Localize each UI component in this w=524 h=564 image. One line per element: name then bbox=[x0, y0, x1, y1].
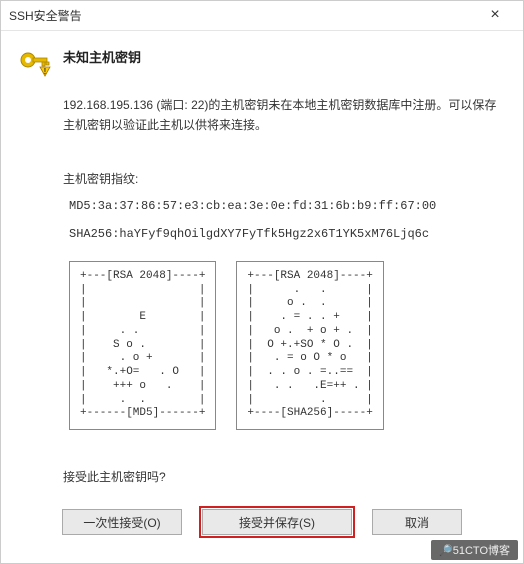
cancel-button[interactable]: 取消 bbox=[372, 509, 462, 535]
svg-text:!: ! bbox=[44, 67, 47, 76]
fingerprint-label: 主机密钥指纹: bbox=[63, 170, 507, 187]
ascii-art-rsa: +---[RSA 2048]----+ | | | | | E | | . . … bbox=[80, 270, 205, 421]
close-icon[interactable]: × bbox=[475, 2, 515, 30]
dialog-content: ! 未知主机密钥 192.168.195.136 (端口: 22)的主机密钥未在… bbox=[1, 31, 523, 563]
fingerprint-sha256: SHA256:haYFyf9qhOilgdXY7FyTfk5Hgz2x6T1YK… bbox=[69, 227, 507, 241]
dialog-heading: 未知主机密钥 bbox=[63, 45, 141, 66]
watermark: 🔎51CTO博客 bbox=[431, 540, 518, 560]
ascii-art-sha-box: +---[RSA 2048]----+ | . . | | o . . | | … bbox=[236, 261, 383, 430]
warning-key-icon: ! bbox=[17, 47, 51, 81]
ascii-art-rsa-box: +---[RSA 2048]----+ | | | | | E | | . . … bbox=[69, 261, 216, 430]
accept-save-button[interactable]: 接受并保存(S) bbox=[202, 509, 352, 535]
ascii-art-row: +---[RSA 2048]----+ | | | | | E | | . . … bbox=[69, 261, 507, 430]
accept-once-button[interactable]: 一次性接受(O) bbox=[62, 509, 182, 535]
titlebar[interactable]: SSH安全警告 × bbox=[1, 1, 523, 31]
button-row: 一次性接受(O) 接受并保存(S) 取消 bbox=[17, 505, 507, 541]
dialog-description: 192.168.195.136 (端口: 22)的主机密钥未在本地主机密钥数据库… bbox=[63, 95, 507, 136]
accept-prompt: 接受此主机密钥吗? bbox=[63, 468, 507, 485]
header-row: ! 未知主机密钥 bbox=[17, 45, 507, 81]
ascii-art-sha: +---[RSA 2048]----+ | . . | | o . . | | … bbox=[247, 270, 372, 421]
fingerprint-md5: MD5:3a:37:86:57:e3:cb:ea:3e:0e:fd:31:6b:… bbox=[69, 199, 507, 213]
window-title: SSH安全警告 bbox=[9, 7, 475, 24]
ssh-warning-dialog: SSH安全警告 × ! 未知主机密钥 192.168.195.136 (端口: … bbox=[0, 0, 524, 564]
